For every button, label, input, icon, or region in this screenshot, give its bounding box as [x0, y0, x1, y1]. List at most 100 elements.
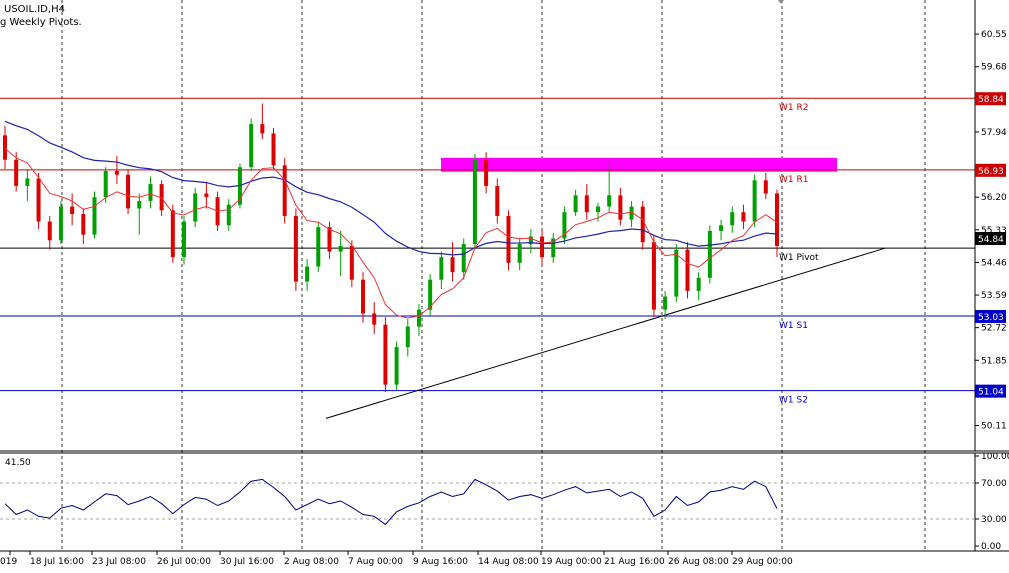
indicator-label: g Weekly Pivots. — [0, 17, 82, 28]
pivot-label-3: W1 S1 — [779, 321, 808, 331]
time-label: 26 Aug 08:00 — [668, 557, 729, 567]
price-tick-label: 57.94 — [981, 128, 1007, 138]
candle-body — [70, 206, 75, 215]
rsi-level-label: 41.50 — [5, 458, 31, 468]
pivot-price-value-4: 51.04 — [978, 388, 1004, 398]
time-axis-ticks: 019 18 Jul 16:00 23 Jul 08:00 26 Jul 00:00 3… — [0, 551, 793, 567]
candle-body — [439, 257, 444, 280]
candle-body — [528, 236, 533, 245]
candle-body — [3, 135, 7, 160]
time-label: 29 Aug 00:00 — [732, 557, 793, 567]
current-price-value: 54.84 — [978, 235, 1004, 245]
time-label: 019 — [0, 557, 17, 567]
candle-body — [260, 124, 265, 134]
price-tick-label: 56.20 — [981, 193, 1007, 203]
candle-body — [629, 206, 634, 220]
rsi-tick-label: 30.00 — [981, 515, 1007, 525]
candle-body — [741, 212, 746, 222]
pivot-label-0: W1 R2 — [779, 103, 808, 113]
candle-body — [126, 174, 131, 209]
candle-body — [472, 159, 477, 245]
pivot-labels: W1 R2 W1 R1 W1 Pivot W1 S1 W1 S2 — [779, 103, 819, 405]
candle-body — [170, 210, 175, 258]
price-tick-label: 59.68 — [981, 63, 1007, 73]
price-tick-label: 51.85 — [981, 356, 1007, 366]
time-label: 9 Aug 16:00 — [413, 557, 468, 567]
price-tick-label: 53.59 — [981, 291, 1007, 301]
candle-body — [663, 296, 668, 310]
candle-body — [103, 170, 108, 198]
pivot-price-tag-0 — [975, 92, 1006, 106]
candle-body — [696, 277, 701, 291]
time-label: 7 Aug 00:00 — [348, 557, 403, 567]
candle-body — [204, 193, 209, 198]
candle-body — [327, 227, 332, 252]
candle-body — [584, 195, 589, 213]
candle-body — [271, 133, 276, 166]
pivot-price-tag-3 — [975, 310, 1006, 324]
candle-body — [182, 221, 187, 258]
price-tick-label: 50.11 — [981, 422, 1007, 432]
candle-body — [495, 185, 500, 216]
rsi-axis-ticks: 100.00 70.00 30.00 0.00 — [975, 452, 1009, 552]
candle-body — [573, 195, 578, 213]
candle-body — [14, 159, 19, 186]
price-axis-ticks: 60.55 59.68 57.94 56.20 55.33 54.46 53.59 52.72… — [975, 30, 1007, 432]
pivot-price-tag-4 — [975, 384, 1006, 398]
candle-body — [540, 236, 545, 258]
pivot-price-value-0: 58.84 — [978, 95, 1004, 105]
candle-body — [461, 244, 466, 273]
candle-body — [361, 279, 366, 314]
time-label: 30 Jul 16:00 — [220, 557, 274, 567]
candle-body — [607, 195, 612, 207]
candle-body — [137, 200, 142, 209]
pivot-price-value-1: 56.93 — [978, 167, 1004, 177]
candle-body — [562, 212, 567, 239]
price-tick-label: 55.33 — [981, 226, 1007, 236]
candle-body — [551, 238, 556, 258]
rsi-line — [4, 478, 778, 526]
candle-body — [685, 249, 690, 291]
candle-body — [305, 266, 310, 282]
time-label: 19 Aug 00:00 — [541, 557, 602, 567]
candle-body — [719, 225, 724, 231]
candle-body — [394, 347, 399, 385]
candle-body — [159, 184, 164, 211]
candle-body — [651, 242, 656, 310]
rsi-level-lines — [0, 482, 975, 520]
candle-body — [416, 309, 421, 327]
price-tick-label: 60.55 — [981, 30, 1007, 40]
candle-body — [114, 170, 119, 175]
candle-body — [81, 214, 86, 235]
candle-body — [36, 178, 41, 222]
candle-body — [148, 184, 153, 201]
ascending-trendline — [325, 247, 886, 419]
pivot-label-1: W1 R1 — [779, 175, 808, 185]
candle-body — [506, 215, 511, 263]
candle-body — [428, 279, 433, 310]
pivot-price-tags: 58.84 56.93 53.03 51.04 — [975, 92, 1006, 398]
candle-body — [383, 324, 388, 385]
candle-body — [193, 193, 198, 222]
pivot-label-4: W1 S2 — [779, 396, 808, 406]
candle-body — [316, 227, 321, 267]
candle-body — [730, 212, 735, 226]
pivot-label-2: W1 Pivot — [779, 253, 819, 263]
rsi-tick-label: 0.00 — [981, 542, 1001, 552]
current-price-tag — [975, 232, 1006, 245]
candle-body — [349, 245, 354, 280]
candle-body — [58, 206, 63, 241]
shift-marker-icon[interactable] — [778, 0, 784, 4]
candle-body — [595, 206, 600, 213]
time-label: 14 Aug 08:00 — [478, 557, 539, 567]
candle-body — [618, 195, 623, 220]
candle-body — [517, 244, 522, 263]
moving-average-fast — [4, 148, 778, 319]
candle-body — [752, 180, 757, 222]
candle-body — [640, 206, 645, 243]
candle-body — [47, 221, 52, 241]
time-label: 18 Jul 16:00 — [30, 557, 84, 567]
price-tick-label: 54.46 — [981, 258, 1007, 268]
